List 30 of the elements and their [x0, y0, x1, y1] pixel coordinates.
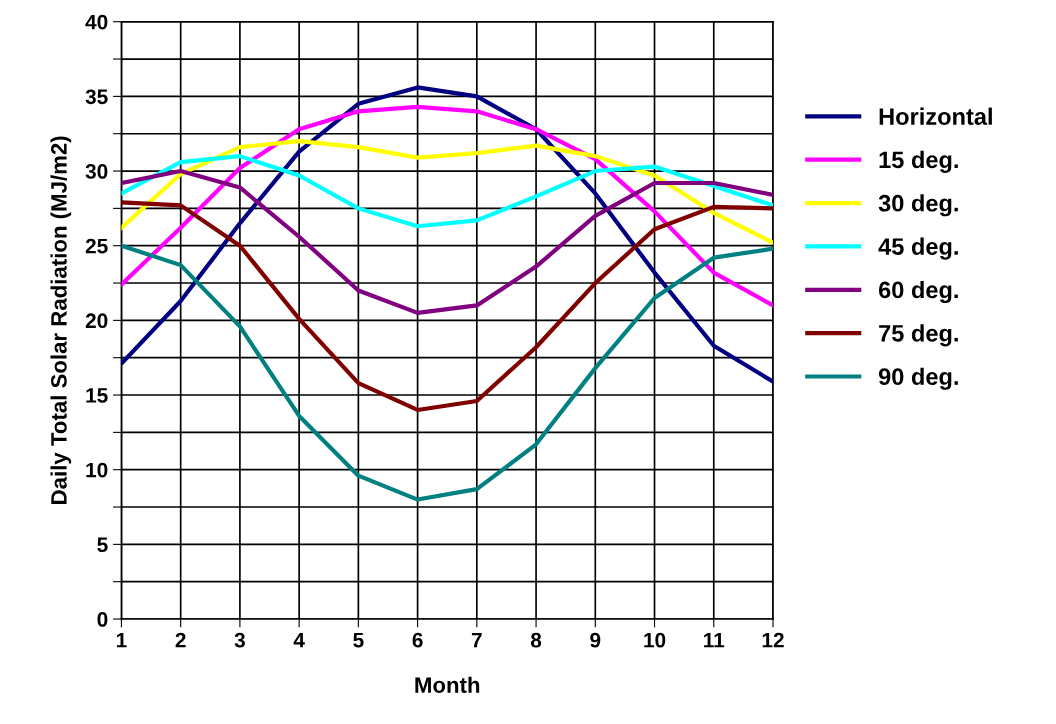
x-tick-label: 7 — [471, 632, 482, 648]
legend-label: 30 deg. — [878, 194, 958, 217]
x-tick-label: 8 — [530, 632, 542, 648]
x-tick-label: 1 — [116, 632, 127, 648]
x-tick-label: 5 — [353, 632, 364, 648]
y-tick-label: 0 — [97, 612, 108, 627]
x-tick-label: 10 — [644, 632, 666, 648]
y-tick-label: 5 — [97, 537, 108, 553]
y-tick-label: 20 — [85, 313, 108, 329]
x-tick-label: 6 — [412, 632, 423, 648]
x-axis-title: Month — [415, 676, 480, 693]
y-axis-title: Daily Total Solar Radiation (MJ/m2) — [50, 136, 72, 504]
y-tick-label: 10 — [86, 462, 108, 478]
x-tick-label: 2 — [175, 632, 186, 648]
x-tick-label: 3 — [234, 632, 245, 648]
legend-label: 90 deg. — [878, 367, 958, 390]
y-tick-label: 35 — [85, 89, 108, 105]
y-tick-label: 15 — [86, 388, 108, 403]
x-tick-label: 11 — [704, 632, 725, 648]
y-tick-label: 30 — [85, 164, 108, 179]
legend-label: 15 deg. — [879, 150, 958, 173]
legend-label: Horizontal — [879, 107, 992, 125]
x-tick-label: 4 — [293, 632, 305, 648]
y-tick-label: 25 — [85, 238, 108, 254]
legend-label: 60 deg. — [878, 280, 958, 304]
legend-label: 75 deg. — [879, 324, 958, 347]
x-tick-label: 9 — [590, 632, 601, 648]
legend-label: 45 deg. — [878, 237, 958, 260]
x-tick-label: 12 — [762, 632, 784, 648]
y-tick-label: 40 — [85, 14, 108, 30]
